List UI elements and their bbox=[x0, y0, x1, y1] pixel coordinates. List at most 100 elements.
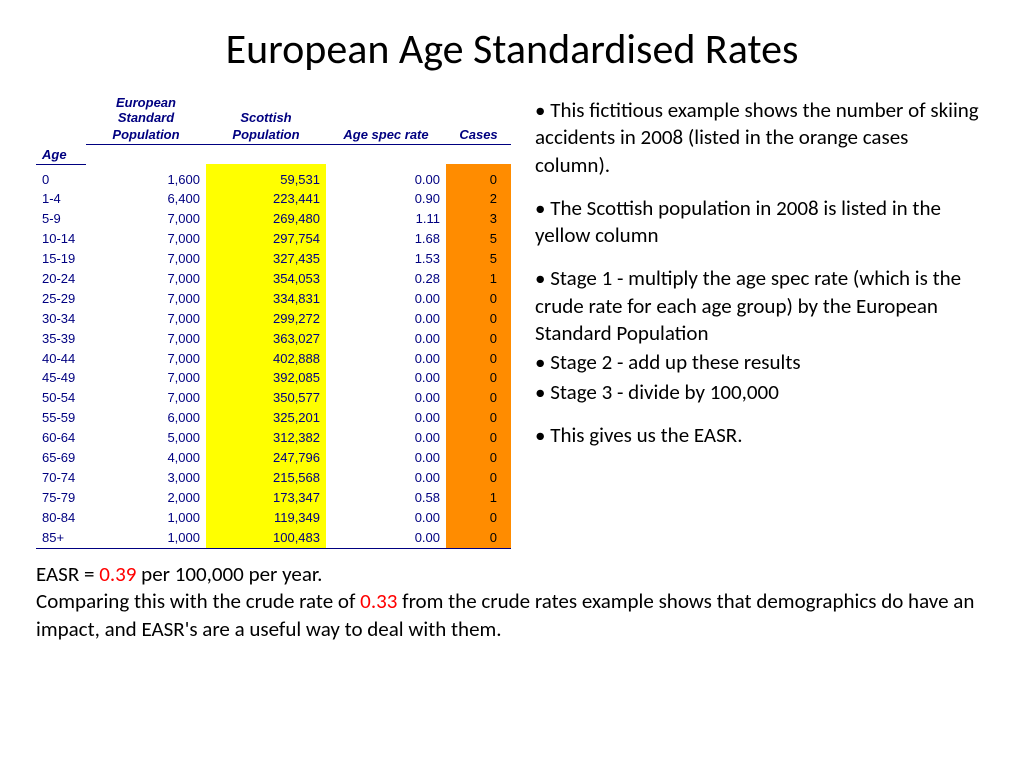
table-row: 50-547,000350,5770.000 bbox=[36, 389, 511, 409]
bullet-4: • Stage 2 - add up these results bbox=[535, 349, 988, 376]
th-age: Age bbox=[36, 145, 86, 165]
cell-euro: 7,000 bbox=[86, 349, 206, 369]
bullet-1: • This fictitious example shows the numb… bbox=[535, 97, 988, 179]
cell-rate: 0.00 bbox=[326, 289, 446, 309]
cell-rate: 1.11 bbox=[326, 210, 446, 230]
cell-scottish: 334,831 bbox=[206, 289, 326, 309]
cell-scottish: 350,577 bbox=[206, 389, 326, 409]
cell-cases: 0 bbox=[446, 528, 511, 548]
cell-scottish: 392,085 bbox=[206, 369, 326, 389]
cell-age: 80-84 bbox=[36, 508, 86, 528]
table-row: 10-147,000297,7541.685 bbox=[36, 230, 511, 250]
cell-rate: 1.68 bbox=[326, 230, 446, 250]
cell-cases: 0 bbox=[446, 309, 511, 329]
cell-rate: 0.00 bbox=[326, 170, 446, 190]
cell-cases: 0 bbox=[446, 349, 511, 369]
cell-scottish: 299,272 bbox=[206, 309, 326, 329]
cell-scottish: 247,796 bbox=[206, 448, 326, 468]
cell-scottish: 312,382 bbox=[206, 429, 326, 449]
cell-scottish: 327,435 bbox=[206, 250, 326, 270]
table-row: 30-347,000299,2720.000 bbox=[36, 309, 511, 329]
th-scot-sub: Population bbox=[206, 125, 326, 145]
table-row: 60-645,000312,3820.000 bbox=[36, 429, 511, 449]
cell-age: 85+ bbox=[36, 528, 86, 548]
th-rate: Age spec rate bbox=[326, 125, 446, 145]
cell-cases: 5 bbox=[446, 230, 511, 250]
cell-euro: 7,000 bbox=[86, 369, 206, 389]
easr-table: European Standard Scottish Population Po… bbox=[36, 93, 511, 549]
cell-scottish: 223,441 bbox=[206, 190, 326, 210]
cell-age: 60-64 bbox=[36, 429, 86, 449]
cell-euro: 1,000 bbox=[86, 508, 206, 528]
cell-cases: 0 bbox=[446, 429, 511, 449]
table-row: 25-297,000334,8310.000 bbox=[36, 289, 511, 309]
cell-age: 25-29 bbox=[36, 289, 86, 309]
table-row: 75-792,000173,3470.581 bbox=[36, 488, 511, 508]
cell-rate: 0.00 bbox=[326, 468, 446, 488]
cell-cases: 0 bbox=[446, 170, 511, 190]
cell-scottish: 100,483 bbox=[206, 528, 326, 548]
crude-rate-value: 0.33 bbox=[360, 588, 397, 614]
cell-rate: 0.00 bbox=[326, 369, 446, 389]
cell-euro: 7,000 bbox=[86, 250, 206, 270]
cell-rate: 0.00 bbox=[326, 409, 446, 429]
cell-scottish: 325,201 bbox=[206, 409, 326, 429]
cell-age: 35-39 bbox=[36, 329, 86, 349]
cell-euro: 7,000 bbox=[86, 389, 206, 409]
cell-rate: 0.00 bbox=[326, 309, 446, 329]
content-row: European Standard Scottish Population Po… bbox=[36, 93, 988, 549]
th-euro-sub: Population bbox=[86, 125, 206, 145]
cell-euro: 7,000 bbox=[86, 269, 206, 289]
cell-scottish: 59,531 bbox=[206, 170, 326, 190]
cell-cases: 1 bbox=[446, 488, 511, 508]
bullet-6: • This gives us the EASR. bbox=[535, 422, 988, 449]
cell-age: 20-24 bbox=[36, 269, 86, 289]
table-row: 20-247,000354,0530.281 bbox=[36, 269, 511, 289]
cell-cases: 0 bbox=[446, 468, 511, 488]
cell-age: 5-9 bbox=[36, 210, 86, 230]
cell-age: 75-79 bbox=[36, 488, 86, 508]
th-euro-top: European Standard bbox=[86, 93, 206, 125]
cell-cases: 0 bbox=[446, 508, 511, 528]
table-row: 55-596,000325,2010.000 bbox=[36, 409, 511, 429]
cell-age: 15-19 bbox=[36, 250, 86, 270]
cell-age: 10-14 bbox=[36, 230, 86, 250]
cell-euro: 7,000 bbox=[86, 289, 206, 309]
cell-euro: 2,000 bbox=[86, 488, 206, 508]
cell-age: 30-34 bbox=[36, 309, 86, 329]
cell-cases: 0 bbox=[446, 389, 511, 409]
table-row: 80-841,000119,3490.000 bbox=[36, 508, 511, 528]
cell-rate: 0.00 bbox=[326, 528, 446, 548]
cell-age: 1-4 bbox=[36, 190, 86, 210]
cell-euro: 5,000 bbox=[86, 429, 206, 449]
cell-euro: 4,000 bbox=[86, 448, 206, 468]
cell-cases: 3 bbox=[446, 210, 511, 230]
cell-age: 45-49 bbox=[36, 369, 86, 389]
table-row: 45-497,000392,0850.000 bbox=[36, 369, 511, 389]
table-row: 15-197,000327,4351.535 bbox=[36, 250, 511, 270]
easr-value: 0.39 bbox=[99, 561, 136, 587]
cell-rate: 0.00 bbox=[326, 389, 446, 409]
cell-euro: 7,000 bbox=[86, 210, 206, 230]
table-row: 01,60059,5310.000 bbox=[36, 170, 511, 190]
cell-rate: 0.58 bbox=[326, 488, 446, 508]
cell-cases: 0 bbox=[446, 448, 511, 468]
bullet-3: • Stage 1 - multiply the age spec rate (… bbox=[535, 265, 988, 347]
cell-age: 40-44 bbox=[36, 349, 86, 369]
page-title: European Age Standardised Rates bbox=[36, 24, 988, 75]
cell-age: 0 bbox=[36, 170, 86, 190]
th-scot-top: Scottish bbox=[206, 93, 326, 125]
cell-euro: 6,000 bbox=[86, 409, 206, 429]
cell-rate: 1.53 bbox=[326, 250, 446, 270]
cell-rate: 0.90 bbox=[326, 190, 446, 210]
cell-euro: 7,000 bbox=[86, 329, 206, 349]
cell-age: 55-59 bbox=[36, 409, 86, 429]
cell-scottish: 119,349 bbox=[206, 508, 326, 528]
cell-euro: 3,000 bbox=[86, 468, 206, 488]
cell-cases: 0 bbox=[446, 289, 511, 309]
table-row: 1-46,400223,4410.902 bbox=[36, 190, 511, 210]
cell-scottish: 402,888 bbox=[206, 349, 326, 369]
table-row: 5-97,000269,4801.113 bbox=[36, 210, 511, 230]
cell-age: 65-69 bbox=[36, 448, 86, 468]
cell-rate: 0.28 bbox=[326, 269, 446, 289]
